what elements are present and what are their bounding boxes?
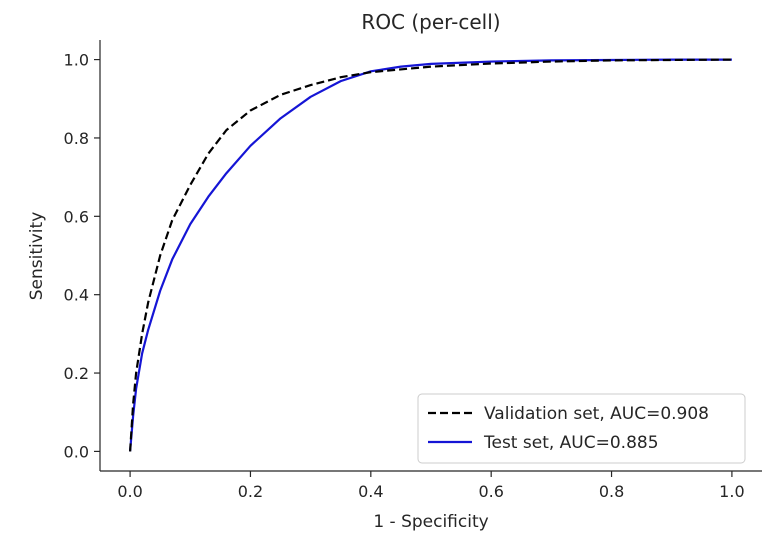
- plot-area: [99, 40, 762, 472]
- y-ticks: 0.0 0.2 0.4 0.6 0.8 1.0: [64, 51, 100, 461]
- x-tick-label: 0.2: [238, 482, 263, 501]
- series-line-test: [128, 58, 732, 452]
- series-line-validation: [128, 58, 732, 452]
- y-axis-label: Sensitivity: [27, 212, 47, 301]
- y-tick-label: 0.4: [64, 286, 89, 305]
- legend-label-validation: Validation set, AUC=0.908: [484, 404, 709, 424]
- x-tick-label: 1.0: [719, 482, 744, 501]
- y-tick-label: 0.0: [64, 442, 89, 461]
- x-tick-label: 0.0: [117, 482, 142, 501]
- x-tick-label: 0.8: [599, 482, 624, 501]
- x-tick-label: 0.6: [478, 482, 503, 501]
- series-layer: [128, 58, 732, 452]
- legend: Validation set, AUC=0.908 Test set, AUC=…: [417, 393, 746, 464]
- x-ticks: 0.0 0.2 0.4 0.6 0.8 1.0: [117, 471, 745, 501]
- y-tick-label: 0.8: [64, 129, 89, 148]
- x-tick-label: 0.4: [358, 482, 383, 501]
- y-tick-label: 1.0: [64, 51, 89, 70]
- x-axis-label: 1 - Specificity: [373, 512, 488, 532]
- legend-box: [417, 393, 746, 464]
- legend-label-test: Test set, AUC=0.885: [483, 433, 659, 453]
- y-tick-label: 0.6: [64, 207, 89, 226]
- chart-title: ROC (per-cell): [361, 10, 500, 34]
- y-tick-label: 0.2: [64, 364, 89, 383]
